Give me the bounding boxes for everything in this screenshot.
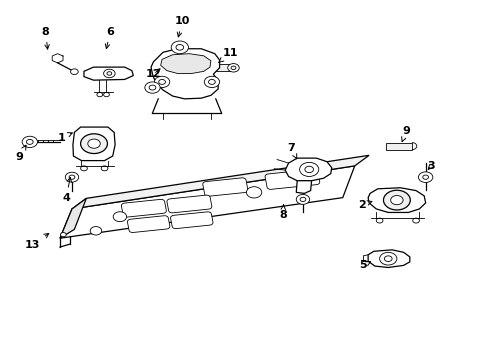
FancyBboxPatch shape: [127, 216, 169, 233]
Circle shape: [296, 194, 309, 204]
Text: 8: 8: [41, 27, 49, 49]
Circle shape: [154, 76, 169, 87]
Polygon shape: [72, 155, 368, 209]
Polygon shape: [60, 166, 354, 238]
Text: 13: 13: [25, 233, 49, 250]
Text: 3: 3: [427, 161, 434, 171]
Circle shape: [379, 252, 396, 265]
Circle shape: [176, 45, 183, 50]
Text: 2: 2: [357, 200, 371, 210]
Text: 12: 12: [145, 69, 161, 79]
Circle shape: [418, 172, 432, 183]
Text: 1: 1: [58, 132, 72, 143]
Polygon shape: [367, 188, 425, 212]
Polygon shape: [84, 67, 133, 80]
FancyBboxPatch shape: [264, 169, 319, 189]
Text: 9: 9: [401, 126, 409, 141]
Polygon shape: [73, 127, 115, 161]
Circle shape: [61, 233, 66, 237]
Text: 7: 7: [287, 143, 296, 159]
Circle shape: [70, 69, 78, 75]
Text: 8: 8: [278, 204, 286, 220]
Text: 5: 5: [359, 260, 370, 270]
Circle shape: [81, 134, 107, 154]
Circle shape: [171, 41, 188, 54]
Polygon shape: [296, 181, 311, 193]
FancyBboxPatch shape: [121, 199, 166, 217]
Circle shape: [65, 172, 79, 182]
Polygon shape: [385, 143, 411, 150]
Text: 4: 4: [62, 177, 71, 203]
Circle shape: [26, 139, 33, 144]
Circle shape: [299, 162, 318, 176]
Circle shape: [422, 175, 427, 179]
Circle shape: [390, 195, 402, 205]
Circle shape: [88, 139, 100, 148]
Polygon shape: [60, 198, 86, 238]
Circle shape: [22, 136, 38, 148]
Circle shape: [300, 197, 305, 202]
Text: 11: 11: [218, 48, 237, 63]
Text: 10: 10: [174, 16, 189, 37]
Polygon shape: [212, 64, 233, 71]
Circle shape: [246, 187, 261, 198]
FancyBboxPatch shape: [203, 178, 247, 196]
Circle shape: [113, 212, 126, 222]
FancyBboxPatch shape: [170, 212, 213, 229]
Circle shape: [149, 85, 156, 90]
Circle shape: [227, 64, 239, 72]
FancyBboxPatch shape: [166, 195, 211, 213]
Circle shape: [69, 175, 75, 179]
Text: 9: 9: [15, 145, 26, 162]
Circle shape: [107, 72, 112, 75]
Circle shape: [204, 76, 219, 87]
Polygon shape: [285, 158, 331, 181]
Text: 6: 6: [105, 27, 114, 49]
Polygon shape: [160, 54, 210, 73]
Circle shape: [103, 69, 115, 78]
Circle shape: [90, 226, 102, 235]
Polygon shape: [367, 250, 409, 267]
Circle shape: [144, 82, 160, 93]
Circle shape: [231, 66, 235, 69]
Polygon shape: [151, 49, 219, 99]
Circle shape: [383, 190, 409, 210]
